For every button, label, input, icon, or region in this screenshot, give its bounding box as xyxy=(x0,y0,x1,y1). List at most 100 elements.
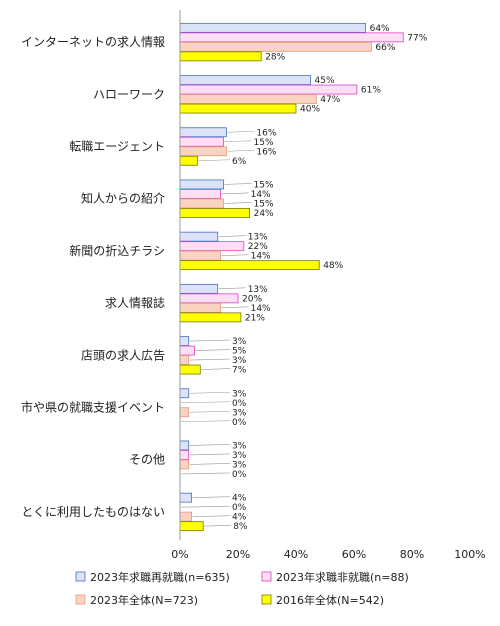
category-label: とくに利用したものはない xyxy=(21,505,165,519)
leader-line xyxy=(227,130,255,133)
leader-line xyxy=(221,192,249,195)
data-label: 8% xyxy=(233,522,248,532)
data-label: 16% xyxy=(256,128,276,138)
category-label: 市や県の就職支援イベント xyxy=(21,400,165,415)
leader-line xyxy=(221,254,249,256)
bar xyxy=(179,336,190,346)
bar xyxy=(179,283,219,294)
bar xyxy=(179,51,262,62)
category-label: インターネットの求人情報 xyxy=(21,35,165,49)
category-label: 知人からの紹介 xyxy=(81,192,165,206)
data-label: 3% xyxy=(232,451,247,461)
bar xyxy=(179,407,190,418)
data-label: 3% xyxy=(232,356,247,366)
leader-line xyxy=(218,235,246,237)
tick-label: 0% xyxy=(171,548,188,561)
data-label: 14% xyxy=(251,252,271,262)
bar xyxy=(179,155,198,166)
bar xyxy=(179,388,190,399)
tick-label: 20% xyxy=(226,548,250,561)
leader-line xyxy=(180,472,231,475)
data-label: 3% xyxy=(232,460,247,470)
bar xyxy=(179,521,204,532)
leader-line xyxy=(195,349,231,351)
legend-label: 2023年求職再就職(n=635) xyxy=(90,570,230,584)
bar xyxy=(179,312,242,323)
data-label: 14% xyxy=(251,304,271,314)
bar xyxy=(179,355,190,365)
data-label: 16% xyxy=(256,147,276,157)
data-labels: 64%77%66%28%45%61%47%40%16%15%16%6%15%14… xyxy=(180,24,428,532)
leader-line xyxy=(180,401,231,404)
data-label: 47% xyxy=(320,95,340,105)
leader-line xyxy=(201,368,231,370)
category-label: ハローワーク xyxy=(93,87,165,101)
bar xyxy=(179,22,367,33)
legend-label: 2023年全体(N=723) xyxy=(90,593,198,607)
leader-line xyxy=(189,463,231,465)
leader-line xyxy=(180,420,231,423)
category-label: 求人情報誌 xyxy=(105,295,165,310)
data-label: 4% xyxy=(232,513,247,523)
leader-line xyxy=(189,444,231,446)
bar xyxy=(179,179,224,190)
data-label: 15% xyxy=(254,199,274,209)
legend-label: 2023年求職非就職(n=88) xyxy=(276,570,409,584)
bar xyxy=(179,250,221,261)
value-axis: 0% 20% 40% 60% 80% 100% xyxy=(171,10,486,561)
bars xyxy=(179,22,404,532)
data-label: 4% xyxy=(232,494,247,504)
leader-line xyxy=(221,306,249,309)
data-label: 20% xyxy=(242,294,262,304)
bar xyxy=(179,136,224,147)
leader-line xyxy=(189,358,231,361)
bar xyxy=(179,94,317,104)
legend-swatch xyxy=(75,594,86,605)
leader-line xyxy=(189,453,231,456)
data-label: 22% xyxy=(248,242,268,252)
tick-label: 80% xyxy=(400,548,424,561)
bar xyxy=(179,127,227,138)
leader-line xyxy=(198,159,231,162)
category-label: その他 xyxy=(129,453,165,467)
leader-line xyxy=(189,410,231,413)
data-label: 28% xyxy=(265,52,285,62)
legend: 2023年求職再就職(n=635) 2023年求職非就職(n=88) 2023年全体… xyxy=(75,570,409,607)
data-label: 13% xyxy=(248,285,268,295)
data-label: 6% xyxy=(232,157,247,167)
leader-line xyxy=(180,505,231,508)
data-label: 7% xyxy=(232,366,247,376)
tick-label: 100% xyxy=(454,548,485,561)
bar xyxy=(179,146,227,157)
legend-swatch xyxy=(261,594,272,605)
data-label: 24% xyxy=(254,209,274,219)
bar xyxy=(179,75,311,85)
leader-line xyxy=(189,391,231,394)
data-label: 0% xyxy=(232,503,247,513)
category-label: 店頭の求人広告 xyxy=(81,348,165,362)
category-label: 新聞の折込チラシ xyxy=(69,243,165,258)
leader-line xyxy=(192,496,231,498)
data-label: 45% xyxy=(315,76,335,86)
leader-line xyxy=(224,183,252,185)
data-label: 61% xyxy=(361,86,381,96)
bar xyxy=(179,450,190,460)
bar xyxy=(179,231,219,242)
leader-line xyxy=(192,515,231,517)
bar xyxy=(179,459,190,470)
legend-swatch xyxy=(75,571,86,582)
data-label: 5% xyxy=(232,347,247,357)
data-label: 15% xyxy=(254,180,274,190)
bar xyxy=(179,189,221,199)
bar xyxy=(179,260,320,271)
data-label: 77% xyxy=(407,33,427,43)
legend-swatch xyxy=(261,571,272,582)
category-labels: インターネットの求人情報ハローワーク転職エージェント知人からの紹介新聞の折込チラ… xyxy=(21,35,165,519)
bar xyxy=(179,41,372,52)
data-label: 0% xyxy=(232,470,247,480)
bar xyxy=(179,345,195,356)
data-label: 48% xyxy=(323,261,343,271)
bar xyxy=(179,198,224,209)
data-label: 13% xyxy=(248,233,268,243)
